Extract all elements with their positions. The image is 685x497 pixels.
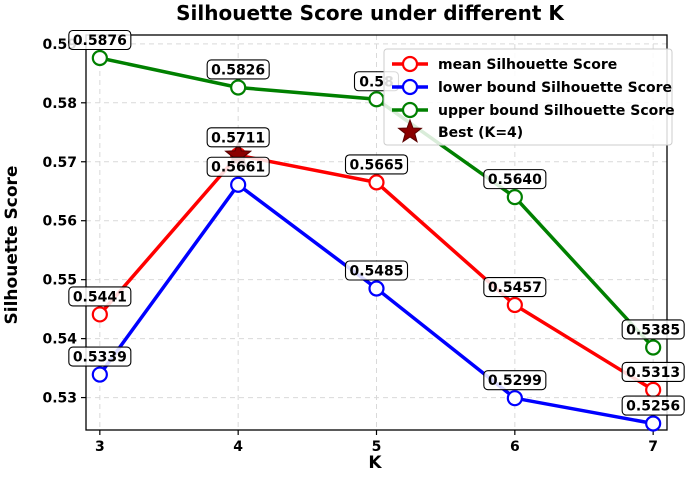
series-2-point — [230, 79, 247, 96]
data-label: 0.5665 — [344, 154, 409, 175]
data-label: 0.5711 — [206, 127, 270, 148]
legend-label-2: upper bound Silhouette Score — [438, 103, 675, 119]
x-tick-label: 5 — [372, 439, 382, 455]
series-0-point — [645, 381, 662, 399]
data-label-box — [621, 395, 685, 416]
data-label-box — [68, 286, 132, 307]
x-tick-label: 3 — [95, 439, 105, 455]
y-tick-label: 0.57 — [42, 155, 77, 171]
data-label-text: 0.5665 — [349, 157, 403, 173]
data-label: 0.5385 — [621, 319, 685, 340]
data-label-text: 0.5661 — [211, 160, 265, 176]
legend-label-1: lower bound Silhouette Score — [438, 80, 672, 96]
legend-marker-1 — [401, 78, 419, 96]
chart-title: Silhouette Score under different K — [176, 1, 565, 25]
data-label: 0.5826 — [206, 59, 270, 80]
y-tick-label: 0.53 — [42, 391, 77, 407]
data-label-text: 0.5299 — [488, 373, 542, 389]
series-0-point — [506, 296, 523, 314]
data-label: 0.5485 — [344, 260, 409, 281]
series-1-point — [91, 366, 108, 383]
legend: mean Silhouette Score lower bound Silhoue… — [383, 48, 675, 146]
data-label-text: 0.5485 — [349, 264, 403, 280]
data-label-box — [483, 276, 547, 298]
series-1-point — [368, 280, 385, 297]
data-label: 0.5299 — [483, 370, 547, 391]
data-label-box — [621, 319, 685, 340]
data-label: 0.5640 — [483, 169, 547, 190]
data-label: 0.5661 — [206, 156, 270, 177]
data-label-text: 0.5876 — [73, 33, 127, 49]
series-2-point — [645, 339, 662, 356]
data-labels: 0.5441 0.5711 0.5665 0.5457 0.5313 0.5339 0.56… — [68, 29, 685, 416]
data-label-text: 0.5457 — [488, 280, 542, 296]
axes: 3 4 5 6 70.530.540.550.560.570.580.59 — [42, 34, 668, 455]
data-label: 0.5457 — [483, 276, 547, 298]
data-label: 0.5339 — [68, 346, 132, 367]
legend-marker-2 — [401, 101, 419, 119]
data-label-box — [206, 59, 270, 80]
data-label-text: 0.5441 — [73, 289, 127, 305]
data-label-box — [206, 127, 270, 148]
y-tick-label: 0.58 — [42, 96, 77, 112]
data-label: 0.5441 — [68, 286, 132, 307]
series-2-point — [368, 91, 385, 108]
legend-label-best: Best (K=4) — [438, 125, 523, 141]
data-label-box — [344, 260, 409, 281]
series-1-point — [645, 415, 662, 432]
series-0-point — [368, 174, 385, 191]
x-axis-label: K — [368, 453, 382, 473]
data-label-box — [483, 169, 547, 190]
data-label-box — [344, 154, 409, 175]
x-tick-label: 4 — [233, 439, 243, 455]
data-label: 0.5313 — [621, 361, 685, 382]
data-label-text: 0.5826 — [211, 62, 265, 78]
data-label-box — [621, 361, 685, 382]
data-label-text: 0.5256 — [626, 399, 680, 415]
data-label: 0.5256 — [621, 395, 685, 416]
series-2-point — [506, 189, 523, 206]
x-tick-label: 6 — [510, 439, 520, 455]
data-label-text: 0.5339 — [73, 350, 127, 366]
legend-box — [383, 48, 673, 146]
data-label-text: 0.5640 — [488, 172, 542, 188]
y-tick-label: 0.56 — [42, 214, 77, 230]
series-1-point — [506, 390, 523, 407]
legend-label-0: mean Silhouette Score — [438, 57, 617, 73]
x-tick-label: 7 — [648, 439, 658, 455]
data-label: 0.5876 — [68, 29, 132, 51]
series-0-point — [91, 306, 108, 323]
data-label-box — [68, 346, 132, 367]
legend-star-icon — [397, 118, 423, 143]
y-axis-label: Silhouette Score — [2, 166, 22, 325]
plot-frame — [85, 34, 668, 431]
data-label-box — [68, 29, 132, 51]
data-label-box — [483, 370, 547, 391]
data-label-text: 0.5385 — [626, 322, 680, 338]
legend-marker-0 — [401, 55, 419, 73]
series — [91, 49, 662, 432]
data-label-text: 0.5711 — [211, 130, 265, 146]
series-2-point — [91, 49, 108, 67]
data-label-text: 0.5313 — [626, 365, 680, 381]
data-label-box — [206, 156, 270, 177]
y-tick-label: 0.54 — [42, 332, 77, 348]
series-1-point — [230, 176, 247, 193]
y-tick-label: 0.55 — [42, 273, 77, 289]
